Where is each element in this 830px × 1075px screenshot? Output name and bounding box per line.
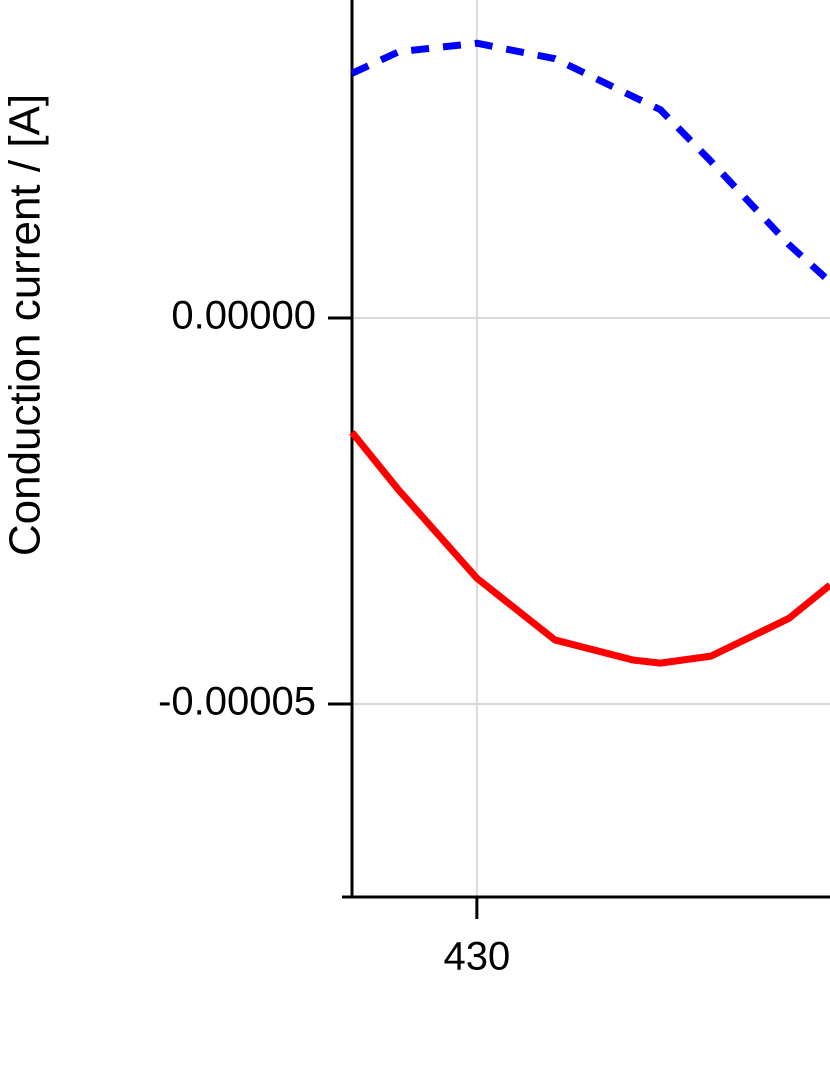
x-tick-label: 430 <box>443 935 510 979</box>
y-tick-label: -0.00005 <box>158 680 316 724</box>
series-line <box>350 39 830 285</box>
y-axis-label: Conduction current / [A] <box>1 94 50 556</box>
y-tick-label: 0.00000 <box>171 294 316 338</box>
series-line <box>349 430 830 667</box>
